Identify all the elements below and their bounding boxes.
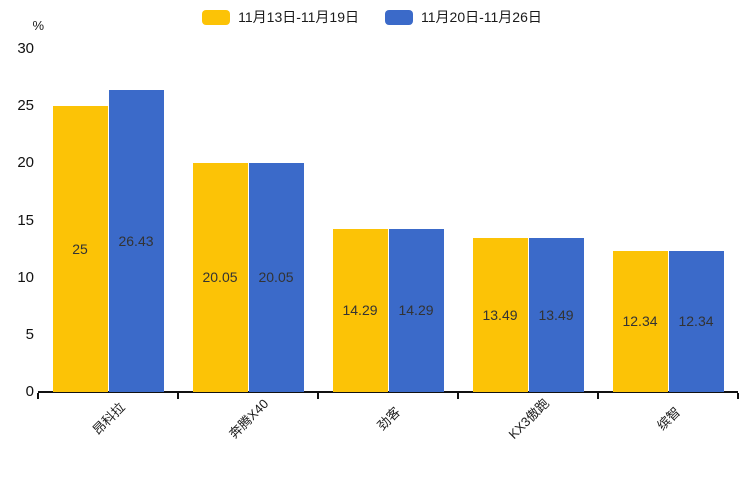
bar-value-label: 13.49 [482, 306, 518, 323]
legend-swatch-icon [385, 9, 413, 25]
legend-swatch-icon [202, 9, 231, 25]
legend-label: 11月13日-11月19日 [238, 9, 359, 25]
bar-value-label: 26.43 [118, 232, 154, 249]
bar-series-1-缤智 [612, 250, 668, 392]
x-axis-tick [37, 393, 39, 399]
x-axis-tick [457, 393, 459, 399]
x-axis-line [38, 391, 738, 393]
bar-series-2-奔腾X40 [248, 162, 304, 392]
bar-series-1-KX3傲跑 [472, 237, 528, 392]
bar-value-label: 13.49 [538, 306, 574, 323]
y-tick-label: 15 [17, 211, 34, 229]
x-category-label: 奔腾X40 [226, 396, 272, 442]
bar-value-label: 12.34 [622, 313, 658, 330]
bar-value-label: 14.29 [342, 302, 378, 319]
x-axis-tick [597, 393, 599, 399]
bar-value-label: 14.29 [398, 302, 434, 319]
bar-series-2-劲客 [388, 228, 444, 392]
bar-series-2-昂科拉 [108, 89, 164, 392]
y-axis-unit-label: % [32, 18, 44, 33]
x-category-label: 昂科拉 [89, 399, 128, 438]
chart-legend: 11月13日-11月19日 11月20日-11月26日 [0, 6, 744, 28]
bar-value-label: 20.05 [202, 269, 238, 286]
x-axis-tick [317, 393, 319, 399]
x-axis-tick [737, 393, 739, 399]
bar-value-label: 12.34 [678, 313, 714, 330]
y-tick-label: 0 [25, 383, 34, 400]
y-tick-label: 5 [25, 325, 34, 343]
bar-value-label: 25 [72, 241, 88, 258]
x-axis-tick [177, 393, 179, 399]
y-tick-label: 20 [17, 154, 34, 172]
x-category-label: KX3傲跑 [505, 395, 552, 442]
bar-series-1-昂科拉 [52, 106, 108, 392]
bar-value-label: 20.05 [258, 269, 294, 286]
bar-series-2-KX3傲跑 [528, 237, 584, 392]
y-tick-label: 30 [17, 40, 34, 57]
bar-series-1-奔腾X40 [192, 162, 248, 392]
bar-series-1-劲客 [332, 228, 388, 392]
y-tick-label: 10 [17, 268, 34, 286]
x-category-label: 缤智 [654, 404, 684, 434]
y-tick-label: 25 [17, 97, 34, 115]
x-category-label: 劲客 [374, 404, 404, 434]
bar-series-2-缤智 [668, 250, 724, 392]
legend-item-series-2: 11月20日-11月26日 [385, 7, 542, 27]
legend-item-series-1: 11月13日-11月19日 [202, 7, 359, 27]
legend-label: 11月20日-11月26日 [421, 9, 542, 25]
